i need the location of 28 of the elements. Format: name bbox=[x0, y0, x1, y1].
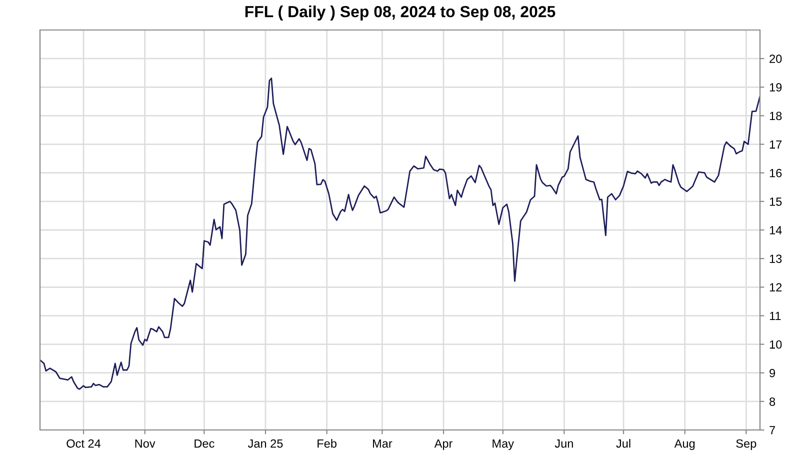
x-tick-label: Nov bbox=[135, 439, 156, 448]
x-tick-label: Mar bbox=[373, 439, 392, 448]
y-tick-label: 19 bbox=[770, 83, 782, 92]
y-tick-label: 9 bbox=[770, 368, 776, 378]
y-tick-label: 7 bbox=[770, 426, 775, 434]
y-tick-label: 16 bbox=[770, 168, 782, 178]
y-tick-label: 17 bbox=[770, 140, 782, 149]
x-tick-label: Apr bbox=[434, 439, 453, 450]
x-tick-label: May bbox=[492, 439, 514, 450]
y-tick-label: 13 bbox=[770, 254, 782, 263]
y-tick-label: 15 bbox=[770, 198, 782, 206]
x-tick-label: Jul bbox=[616, 439, 630, 448]
line-series bbox=[40, 78, 760, 390]
y-tick-label: 8 bbox=[770, 397, 776, 406]
y-tick-label: 14 bbox=[770, 226, 782, 234]
x-tick-label: Jun bbox=[554, 439, 573, 448]
y-tick-label: 18 bbox=[770, 112, 782, 120]
y-tick-label: 10 bbox=[770, 340, 782, 349]
x-tick-label: Aug bbox=[674, 439, 695, 450]
chart-title: FFL ( Daily ) Sep 08, 2024 to Sep 08, 2025 bbox=[245, 6, 556, 20]
x-tick-label: Jan 25 bbox=[248, 439, 283, 448]
y-tick-label: 11 bbox=[770, 312, 781, 320]
x-tick-label: Dec bbox=[194, 439, 214, 448]
x-tick-label: Sep bbox=[736, 439, 756, 450]
x-tick-label: Feb bbox=[318, 439, 336, 448]
y-tick-label: 20 bbox=[770, 54, 782, 63]
y-tick-label: 12 bbox=[770, 283, 782, 292]
x-tick-label: Oct 24 bbox=[66, 439, 101, 448]
